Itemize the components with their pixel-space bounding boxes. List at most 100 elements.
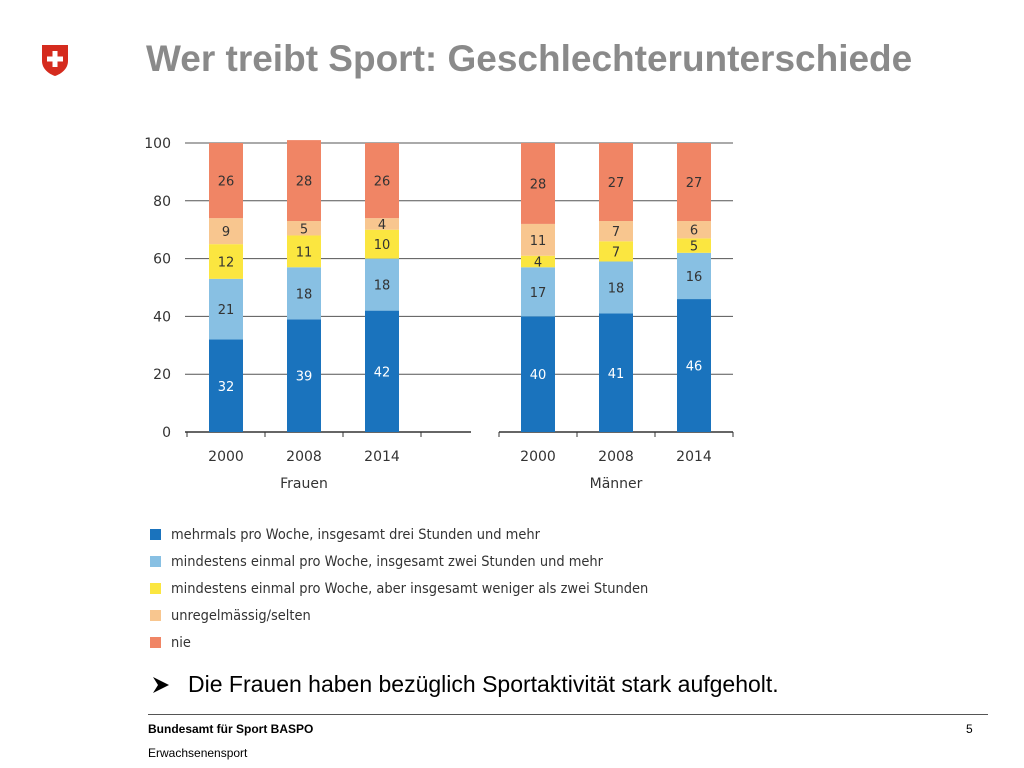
group-label: Frauen [280,476,328,492]
bar-segment [209,278,243,340]
data-label: 18 [374,279,391,294]
y-tick-label: 100 [144,136,171,152]
legend-item: mindestens einmal pro Woche, aber insges… [150,575,684,602]
legend-label: mindestens einmal pro Woche, aber insges… [171,580,649,597]
bullet-point: Die Frauen haben bezüglich Sportaktivitä… [150,671,779,698]
data-label: 27 [686,176,703,191]
legend-swatch [150,583,161,594]
legend-swatch [150,637,161,648]
data-label: 11 [530,234,547,249]
page-number: 5 [966,722,973,736]
bar-segment [287,319,321,432]
bar-segment [521,143,555,224]
data-label: 10 [374,238,391,253]
bar-segment [209,339,243,432]
stacked-bar-chart: 0204060801003221129262000391811528200842… [144,136,734,492]
legend-item: unregelmässig/selten [150,602,684,629]
bar-segment [287,221,321,236]
data-label: 5 [690,240,698,255]
bar-segment [209,244,243,279]
x-tick-label: 2000 [520,449,556,465]
bar-segment [287,267,321,320]
footer-department: Erwachsenensport [148,746,248,760]
data-label: 17 [530,286,547,301]
data-label: 28 [296,175,313,190]
bar-segment [677,299,711,432]
legend-item: nie [150,629,684,656]
data-label: 39 [296,370,313,385]
swiss-cross-icon [42,45,68,76]
data-label: 4 [534,255,542,270]
bar-segment [365,229,399,259]
legend-item: mehrmals pro Woche, insgesamt drei Stund… [150,521,684,548]
bar-segment [599,221,633,242]
bar-segment [521,316,555,432]
x-tick-label: 2014 [364,449,400,465]
data-label: 5 [300,222,308,237]
bar-segment [287,140,321,222]
bar-segment [209,218,243,245]
bar-segment [521,267,555,317]
bar-segment [599,313,633,432]
bar-segment [287,235,321,268]
data-label: 41 [608,367,625,382]
arrow-bullet-icon [153,676,169,693]
legend-label: mindestens einmal pro Woche, insgesamt z… [171,553,604,570]
bar-segment [521,255,555,268]
x-tick-label: 2000 [208,449,244,465]
y-tick-label: 0 [162,425,171,441]
bar-segment [521,223,555,256]
x-tick-label: 2014 [676,449,712,465]
y-tick-label: 20 [153,367,171,383]
data-label: 6 [690,224,698,239]
y-tick-label: 60 [153,252,171,268]
legend-label: unregelmässig/selten [171,607,311,624]
legend-swatch [150,610,161,621]
y-tick-label: 80 [153,194,171,210]
data-label: 28 [530,177,547,192]
y-tick-label: 40 [153,309,171,325]
bar-segment [677,238,711,253]
bar-segment [677,252,711,300]
data-label: 18 [296,287,313,302]
legend-label: mehrmals pro Woche, insgesamt drei Stund… [171,526,540,543]
data-label: 21 [218,303,235,318]
data-label: 40 [530,368,547,383]
data-label: 12 [218,255,235,270]
bar-segment [365,258,399,311]
bar-segment [365,143,399,219]
bar-segment [599,143,633,222]
data-label: 42 [374,365,391,380]
data-label: 4 [378,218,386,233]
x-tick-label: 2008 [598,449,634,465]
footer-organization: Bundesamt für Sport BASPO [148,722,314,736]
data-label: 7 [612,245,620,260]
data-label: 7 [612,225,620,240]
legend-item: mindestens einmal pro Woche, insgesamt z… [150,548,684,575]
bar-segment [365,310,399,432]
bullet-text: Die Frauen haben bezüglich Sportaktivitä… [188,671,779,697]
bar-segment [599,261,633,314]
data-label: 46 [686,360,703,375]
legend-swatch [150,529,161,540]
data-label: 32 [218,380,235,395]
group-label: Männer [590,476,643,492]
data-label: 18 [608,282,625,297]
data-label: 26 [374,175,391,190]
chart-legend: mehrmals pro Woche, insgesamt drei Stund… [150,521,684,656]
legend-label: nie [171,634,191,651]
slide-title: Wer treibt Sport: Geschlechterunterschie… [146,38,913,79]
footer-divider [148,714,988,715]
bar-segment [599,241,633,262]
x-tick-label: 2008 [286,449,322,465]
data-label: 27 [608,176,625,191]
bar-segment [365,218,399,230]
legend-swatch [150,556,161,567]
data-label: 11 [296,245,313,260]
data-label: 16 [686,270,703,285]
bar-segment [209,143,243,219]
bar-segment [677,143,711,222]
data-label: 26 [218,175,235,190]
bar-segment [677,221,711,239]
data-label: 9 [222,225,230,240]
